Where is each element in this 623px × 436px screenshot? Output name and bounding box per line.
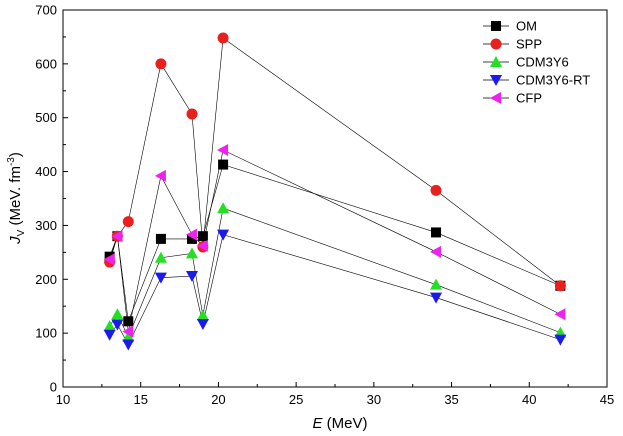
- data-point-cfp: [154, 169, 166, 182]
- data-point-cdm3y6-rt: [554, 334, 567, 346]
- data-point-cdm3y6-rt: [103, 329, 116, 341]
- y-tick-label: 700: [35, 3, 57, 18]
- plot-background: [63, 10, 607, 387]
- data-point-cfp: [554, 308, 566, 321]
- data-point-spp: [430, 184, 442, 196]
- x-tick-label: 45: [600, 392, 614, 407]
- y-tick-label: 200: [35, 272, 57, 287]
- data-point-cfp: [111, 230, 123, 243]
- legend-marker-spp: [490, 38, 502, 50]
- legend-label-cdm3y6: CDM3Y6: [516, 55, 569, 70]
- data-point-cdm3y6-rt: [122, 339, 135, 351]
- data-point-cdm3y6: [111, 308, 124, 320]
- data-point-cfp: [186, 228, 198, 241]
- data-point-cdm3y6-rt: [154, 272, 167, 284]
- legend: OM SPP CDM3Y6 CDM3Y6-RT CFP: [483, 19, 590, 106]
- y-tick-label: 600: [35, 56, 57, 71]
- y-tick-label: 0: [50, 380, 57, 395]
- y-axis-label: JV (MeV. fm-3): [6, 152, 27, 245]
- data-point-spp: [155, 58, 167, 70]
- x-tick-label: 35: [444, 392, 458, 407]
- data-point-cdm3y6-rt: [186, 271, 199, 283]
- y-tick-label: 100: [35, 326, 57, 341]
- legend-label-cfp: CFP: [516, 91, 542, 106]
- x-tick-label: 10: [56, 392, 70, 407]
- data-point-om: [197, 231, 208, 242]
- data-point-cdm3y6: [186, 247, 199, 259]
- data-point-cfp: [122, 325, 134, 338]
- data-point-cdm3y6: [122, 330, 135, 342]
- x-axis: 10 15 20 25 30 35 40 45: [56, 382, 614, 407]
- data-point-cdm3y6: [154, 251, 167, 263]
- data-point-cdm3y6-rt: [111, 319, 124, 331]
- x-tick-label: 20: [211, 392, 225, 407]
- legend-marker-om: [491, 21, 501, 31]
- legend-marker-cfp: [490, 92, 501, 104]
- y-tick-label: 400: [35, 164, 57, 179]
- data-point-cdm3y6-rt: [196, 318, 209, 330]
- data-point-spp: [554, 280, 566, 292]
- data-point-cfp: [217, 144, 229, 157]
- data-point-om: [187, 233, 198, 244]
- data-point-om: [155, 233, 166, 244]
- legend-marker-cdm3y6: [490, 56, 502, 67]
- data-point-cdm3y6: [103, 320, 116, 332]
- y-tick-label: 300: [35, 218, 57, 233]
- data-point-cdm3y6-rt: [217, 229, 230, 241]
- x-axis-label: E (MeV): [312, 415, 367, 432]
- x-tick-label: 40: [522, 392, 536, 407]
- legend-label-om: OM: [516, 19, 537, 34]
- data-point-cdm3y6: [196, 309, 209, 321]
- series-markers: [103, 32, 567, 351]
- legend-marker-cdm3y6-rt: [490, 75, 502, 86]
- data-point-om: [123, 316, 134, 327]
- data-point-spp: [186, 108, 198, 120]
- data-point-cfp: [430, 245, 442, 258]
- legend-label-cdm3y6-rt: CDM3Y6-RT: [516, 73, 590, 88]
- data-point-cdm3y6: [217, 202, 230, 214]
- y-axis: 0 100 200 300 400 500 600 700: [35, 3, 68, 395]
- x-tick-label: 15: [133, 392, 147, 407]
- data-point-cfp: [103, 253, 115, 266]
- data-point-om: [431, 227, 442, 238]
- data-point-cdm3y6-rt: [430, 292, 443, 304]
- data-point-cdm3y6: [430, 278, 443, 290]
- y-tick-label: 500: [35, 110, 57, 125]
- x-tick-label: 30: [367, 392, 381, 407]
- legend-label-spp: SPP: [516, 37, 542, 52]
- data-point-spp: [122, 216, 134, 228]
- x-tick-label: 25: [289, 392, 303, 407]
- data-point-cfp: [196, 239, 208, 252]
- data-point-om: [218, 159, 229, 170]
- data-point-spp: [217, 32, 229, 44]
